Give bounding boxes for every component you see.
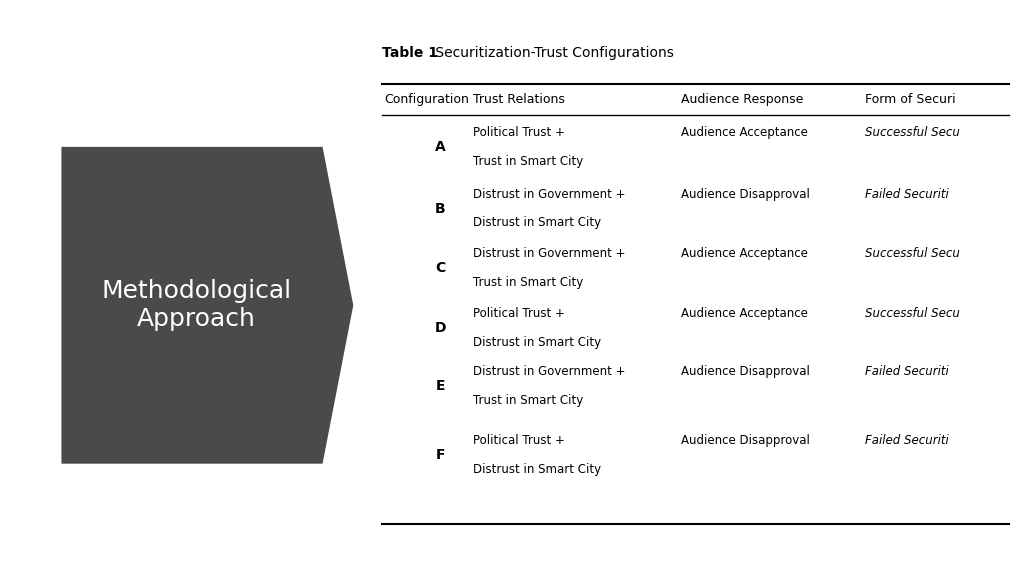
Text: B: B [435, 202, 445, 215]
Text: Audience Disapproval: Audience Disapproval [681, 365, 810, 378]
Text: Audience Acceptance: Audience Acceptance [681, 126, 808, 139]
Text: Distrust in Smart City: Distrust in Smart City [473, 336, 601, 349]
Text: C: C [435, 261, 445, 275]
Text: Audience Acceptance: Audience Acceptance [681, 308, 808, 320]
Text: Political Trust +: Political Trust + [473, 308, 565, 320]
Text: Successful Secu: Successful Secu [865, 308, 961, 320]
Text: Configuration: Configuration [384, 93, 469, 105]
Text: E: E [435, 379, 445, 393]
Text: Methodological
Approach: Methodological Approach [101, 279, 292, 331]
Text: Political Trust +: Political Trust + [473, 434, 565, 447]
Text: Audience Disapproval: Audience Disapproval [681, 434, 810, 447]
Text: Form of Securi: Form of Securi [865, 93, 956, 105]
Text: Audience Acceptance: Audience Acceptance [681, 247, 808, 260]
Text: Trust in Smart City: Trust in Smart City [473, 155, 584, 168]
Text: Distrust in Smart City: Distrust in Smart City [473, 463, 601, 476]
Text: Successful Secu: Successful Secu [865, 247, 961, 260]
Text: D: D [434, 321, 446, 335]
Text: Distrust in Government +: Distrust in Government + [473, 247, 626, 260]
Text: Audience Response: Audience Response [681, 93, 804, 105]
Text: Trust Relations: Trust Relations [473, 93, 565, 105]
Text: Political Trust +: Political Trust + [473, 126, 565, 139]
Text: Failed Securiti: Failed Securiti [865, 434, 949, 447]
Text: Table 1: Table 1 [382, 47, 438, 60]
Text: Trust in Smart City: Trust in Smart City [473, 276, 584, 289]
Text: A: A [435, 140, 445, 154]
Text: Failed Securiti: Failed Securiti [865, 365, 949, 378]
Text: Securitization-Trust Configurations: Securitization-Trust Configurations [431, 47, 674, 60]
Text: Distrust in Smart City: Distrust in Smart City [473, 217, 601, 229]
Text: Audience Disapproval: Audience Disapproval [681, 188, 810, 200]
Polygon shape [61, 147, 353, 464]
Text: Trust in Smart City: Trust in Smart City [473, 394, 584, 407]
Text: Successful Secu: Successful Secu [865, 126, 961, 139]
Text: F: F [435, 448, 445, 462]
Text: Distrust in Government +: Distrust in Government + [473, 365, 626, 378]
Text: Failed Securiti: Failed Securiti [865, 188, 949, 200]
Text: Distrust in Government +: Distrust in Government + [473, 188, 626, 200]
